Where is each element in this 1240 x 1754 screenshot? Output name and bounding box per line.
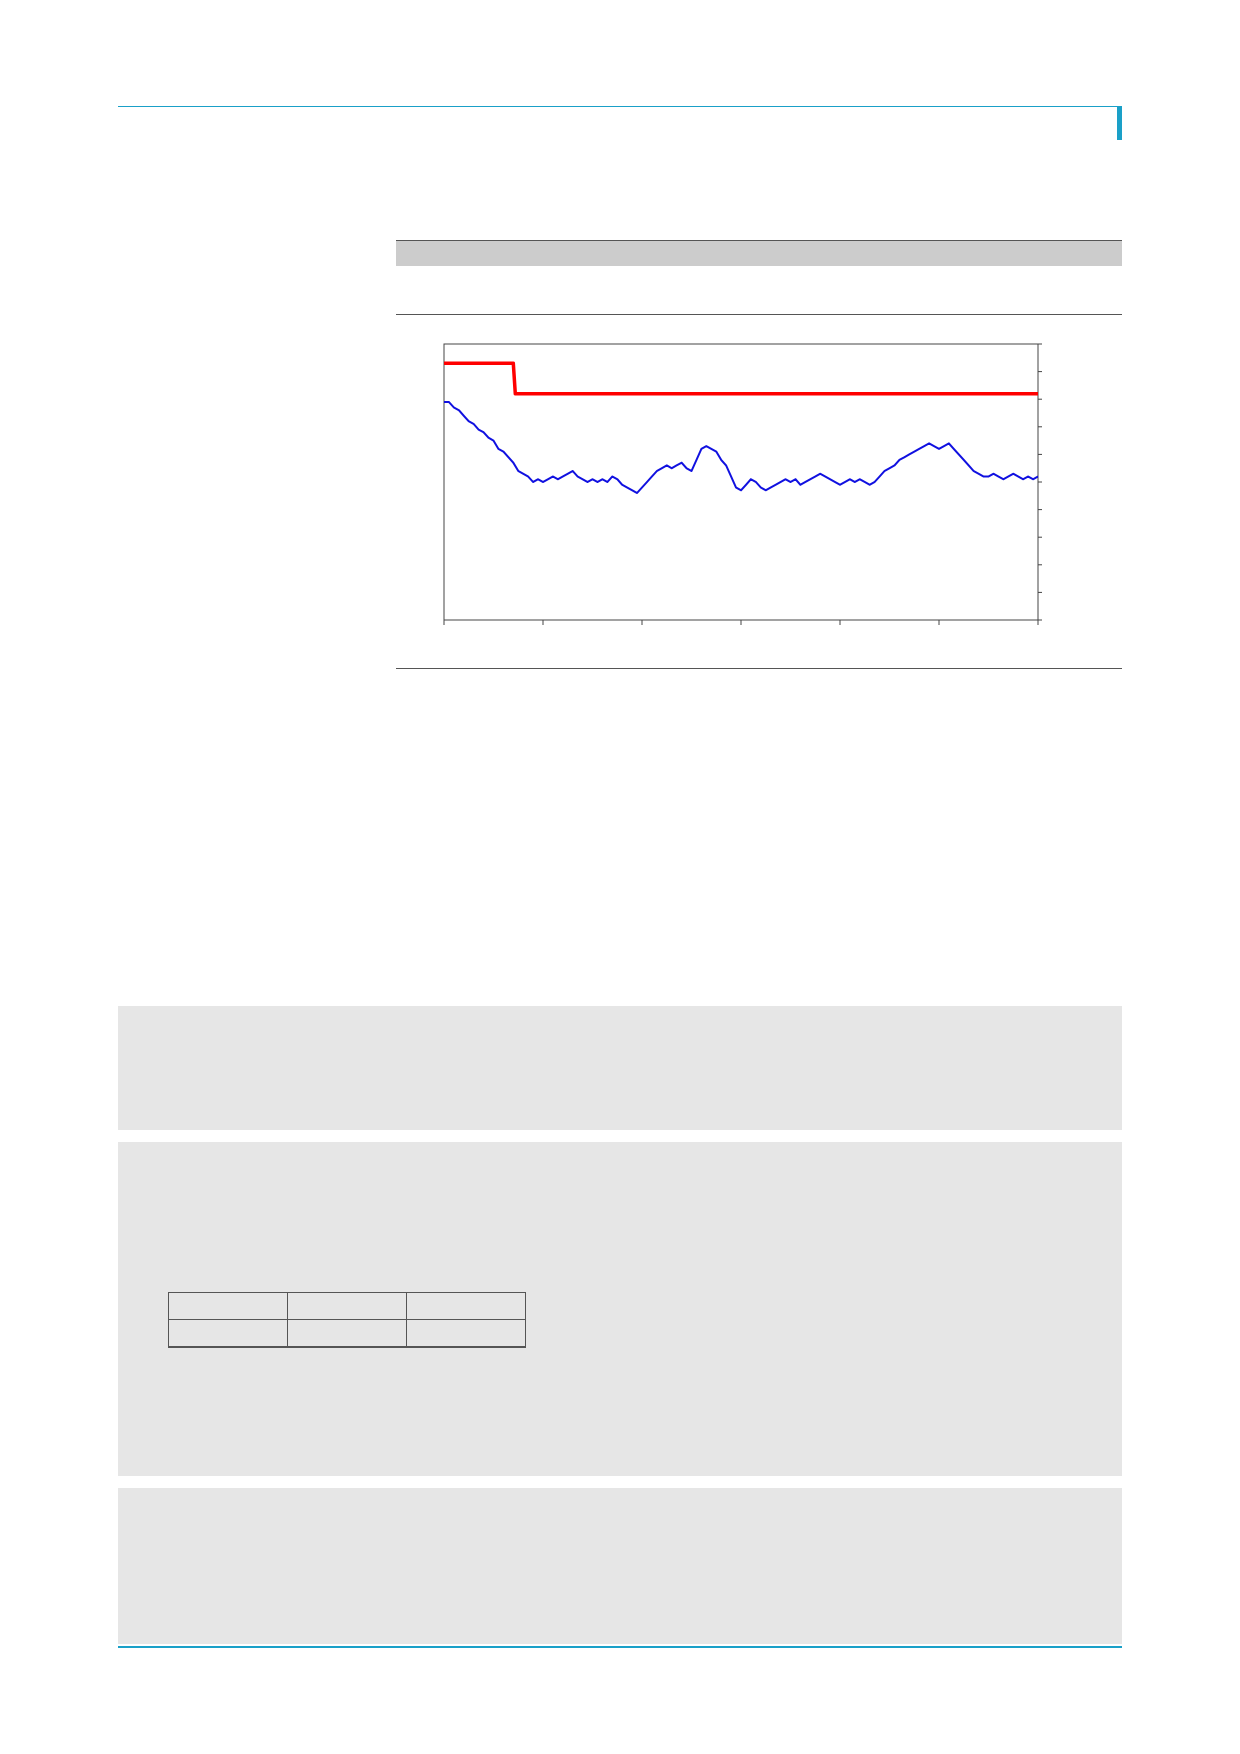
table-cell bbox=[406, 1319, 526, 1348]
table-cell bbox=[168, 1292, 288, 1320]
table-cell bbox=[168, 1319, 288, 1348]
table-cell bbox=[406, 1292, 526, 1320]
figure-caption-bar bbox=[396, 240, 1122, 266]
figure-rule-top bbox=[396, 314, 1122, 315]
table-row bbox=[168, 1319, 526, 1348]
table-cell bbox=[287, 1319, 407, 1348]
series-line-step bbox=[444, 361, 1038, 396]
table-row bbox=[168, 1292, 526, 1320]
table-cell bbox=[287, 1292, 407, 1320]
footer-rule bbox=[118, 1646, 1122, 1648]
line-chart bbox=[443, 343, 1042, 625]
data-table bbox=[168, 1292, 526, 1348]
header-rule bbox=[118, 106, 1122, 107]
header-accent-tab bbox=[1117, 106, 1122, 140]
info-panel-top bbox=[118, 1006, 1122, 1130]
series-line-fluctuating bbox=[444, 401, 1039, 494]
info-panel-middle bbox=[118, 1142, 1122, 1476]
figure-rule-bottom bbox=[396, 668, 1122, 669]
info-panel-bottom bbox=[118, 1488, 1122, 1644]
